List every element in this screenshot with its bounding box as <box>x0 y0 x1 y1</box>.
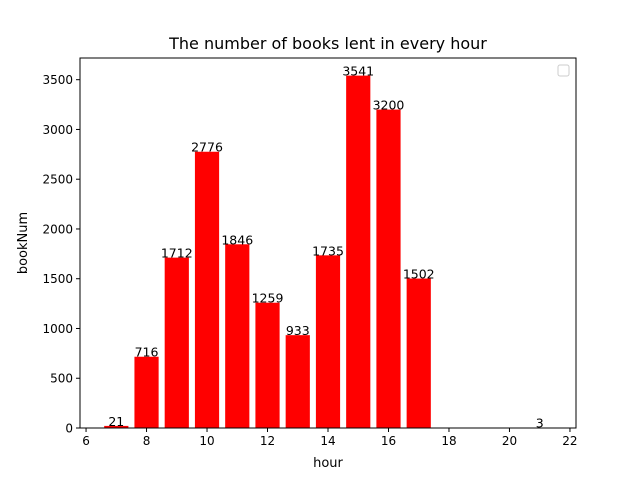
y-tick-label: 1000 <box>42 322 73 336</box>
data-label-hour-21: 3 <box>536 416 544 431</box>
y-tick-label: 2000 <box>42 222 73 236</box>
chart-title: The number of books lent in every hour <box>168 34 487 53</box>
data-label-hour-14: 1735 <box>312 243 344 258</box>
axes-frame <box>79 57 577 429</box>
data-label-hour-8: 716 <box>135 345 159 360</box>
x-tick-label: 8 <box>143 434 151 448</box>
x-axis-ticks: 6 8 10 12 14 16 18 20 22 <box>82 428 578 448</box>
data-label-hour-12: 1259 <box>252 291 284 306</box>
bar-hour-9 <box>164 257 189 428</box>
y-tick-label: 3500 <box>42 73 73 87</box>
y-tick-label: 500 <box>50 372 73 386</box>
bar-hour-7 <box>104 425 129 428</box>
y-axis-ticks: 0 500 1000 1500 2000 2500 3000 3500 <box>42 73 80 436</box>
x-tick-label: 10 <box>199 434 214 448</box>
bar-hour-12 <box>255 302 280 428</box>
y-tick-label: 3000 <box>42 123 73 137</box>
bar-hour-17 <box>406 278 431 428</box>
data-labels: 21 716 1712 2776 1846 1259 933 1735 3541 3200 1502… <box>108 64 543 431</box>
x-tick-label: 16 <box>381 434 396 448</box>
bar-hour-11 <box>225 244 250 428</box>
data-label-hour-17: 1502 <box>403 267 435 282</box>
bar-hour-10 <box>194 151 220 428</box>
y-tick-label: 2500 <box>42 173 73 187</box>
data-label-hour-13: 933 <box>286 323 310 338</box>
data-label-hour-11: 1846 <box>221 232 253 247</box>
x-tick-label: 14 <box>320 434 335 448</box>
data-label-hour-7: 21 <box>108 414 124 429</box>
x-tick-label: 20 <box>502 434 517 448</box>
bar-hour-16 <box>376 109 401 428</box>
x-tick-label: 22 <box>562 434 577 448</box>
y-tick-label: 0 <box>65 422 73 436</box>
bar-hour-8 <box>134 356 159 428</box>
legend-box <box>557 64 570 77</box>
x-tick-label: 6 <box>82 434 90 448</box>
data-label-hour-10: 2776 <box>191 140 223 155</box>
data-label-hour-15: 3541 <box>342 64 374 79</box>
bar-hour-13 <box>285 335 310 428</box>
x-axis-label: hour <box>313 456 343 471</box>
bar-hour-15 <box>346 75 371 428</box>
y-tick-label: 1500 <box>42 272 73 286</box>
y-axis-label: bookNum <box>16 212 31 274</box>
data-label-hour-16: 3200 <box>373 98 405 113</box>
data-label-hour-9: 1712 <box>161 246 193 261</box>
bar-hour-14 <box>315 255 341 428</box>
x-tick-label: 12 <box>260 434 275 448</box>
x-tick-label: 18 <box>441 434 456 448</box>
bars <box>104 75 552 428</box>
